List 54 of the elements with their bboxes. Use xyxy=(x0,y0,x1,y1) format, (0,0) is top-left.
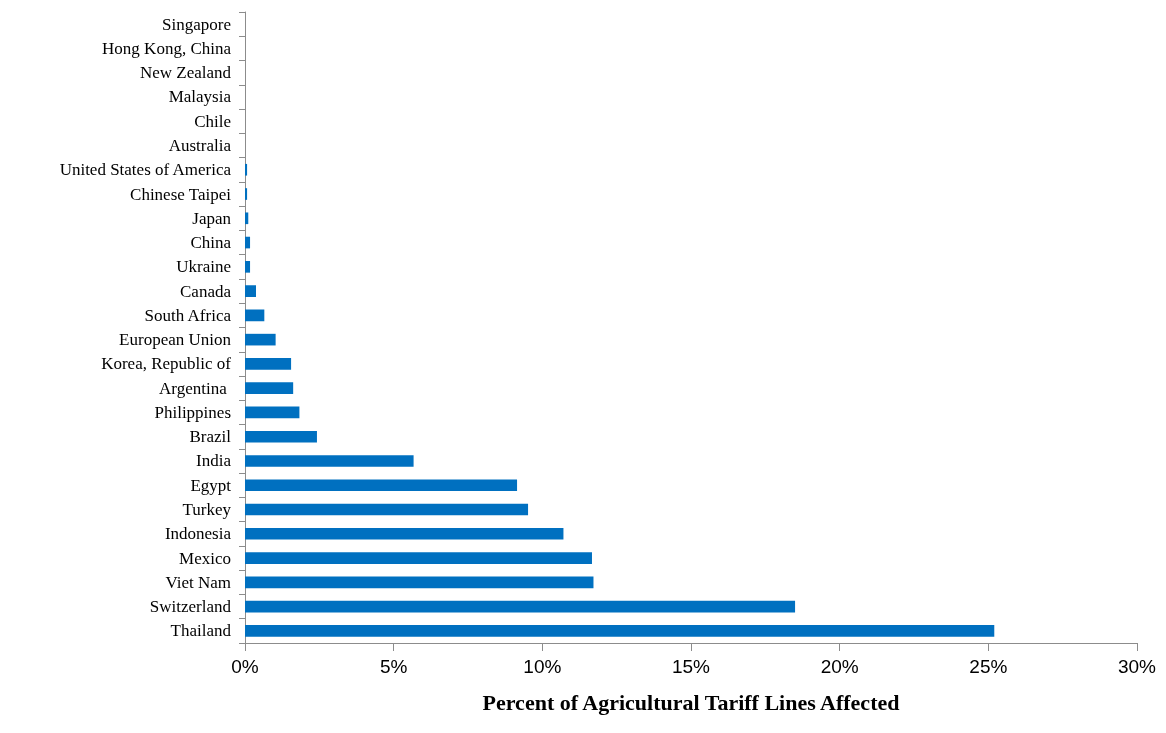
y-tick-label: Canada xyxy=(180,281,232,301)
y-tick-label: Chinese Taipei xyxy=(130,184,232,204)
bar xyxy=(245,455,414,467)
x-axis-title: Percent of Agricultural Tariff Lines Affected xyxy=(482,689,900,715)
bar xyxy=(245,503,529,516)
bar xyxy=(245,163,248,176)
y-tick-label: Thailand xyxy=(170,621,232,641)
bar xyxy=(245,552,592,564)
x-tick-label: 0% xyxy=(231,656,259,677)
bar xyxy=(245,479,518,492)
y-tick-label: Australia xyxy=(168,135,232,155)
x-tick-label: 5% xyxy=(379,656,408,677)
bar xyxy=(245,309,265,322)
y-tick-label: European Union xyxy=(119,330,232,350)
bar xyxy=(245,430,317,443)
bar xyxy=(245,406,300,419)
x-tick-label: 30% xyxy=(1117,656,1157,677)
y-tick-label: Hong Kong, China xyxy=(102,38,232,58)
y-tick-label: Viet Nam xyxy=(165,572,231,592)
y-tick-label: Mexico xyxy=(179,548,231,568)
y-tick-label: Malaysia xyxy=(168,87,232,107)
y-tick-label: Singapore xyxy=(162,14,231,34)
y-tick-label: Japan xyxy=(192,208,232,228)
bar xyxy=(245,358,292,370)
bar xyxy=(245,600,796,613)
bar xyxy=(245,236,251,249)
bar xyxy=(245,188,248,200)
y-tick-label: South Africa xyxy=(144,305,232,325)
y-tick-label: Turkey xyxy=(182,500,232,520)
y-tick-label: Argentina xyxy=(159,378,231,398)
y-tick-label: India xyxy=(196,451,232,471)
y-tick-label: New Zealand xyxy=(139,63,232,83)
bar xyxy=(245,527,564,540)
bar xyxy=(245,261,251,273)
y-tick-label: Indonesia xyxy=(164,524,232,544)
bar xyxy=(245,382,294,394)
y-tick-label: Philippines xyxy=(154,402,231,422)
bar xyxy=(245,285,256,297)
y-tick-label: Korea, Republic of xyxy=(101,354,232,374)
bar xyxy=(245,576,594,589)
y-tick-label: China xyxy=(190,233,232,253)
y-tick-label: Ukraine xyxy=(176,257,231,277)
bar xyxy=(245,212,249,225)
y-tick-label: Switzerland xyxy=(149,597,232,617)
y-tick-label: United States of America xyxy=(59,160,232,180)
bar xyxy=(245,333,276,346)
y-tick-label: Egypt xyxy=(190,475,232,495)
x-tick-label: 10% xyxy=(523,656,562,677)
bar xyxy=(245,625,995,637)
x-tick-label: 25% xyxy=(969,656,1008,677)
y-tick-label: Brazil xyxy=(189,427,232,447)
x-tick-label: 20% xyxy=(820,656,859,677)
y-tick-label: Chile xyxy=(194,111,231,131)
x-tick-label: 15% xyxy=(671,656,711,677)
